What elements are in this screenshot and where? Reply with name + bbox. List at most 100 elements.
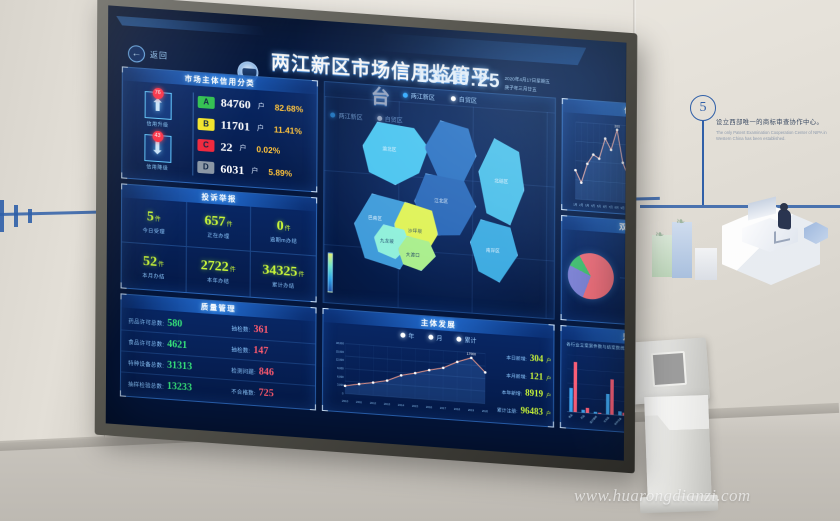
growth-tab-year[interactable]: 年 (400, 331, 414, 341)
credit-value-c: 22 (220, 139, 233, 155)
complaint-panel: 投诉举报 5件 今日受理 657件 正在办理 0件 逾期m办结 (120, 183, 318, 303)
credit-upgrade-badge: 76 (152, 87, 164, 100)
svg-text:2018: 2018 (454, 407, 461, 411)
map-districts: 渝北区 江北区 北碚区 南岸区 (350, 106, 533, 309)
credit-unit-c: 户 (239, 145, 247, 153)
svg-text:医疗器械: 医疗器械 (589, 414, 599, 424)
row-label-2: 抽检数: (231, 325, 251, 334)
svg-text:5月: 5月 (597, 204, 601, 208)
growth-tab-month[interactable]: 月 (428, 333, 442, 343)
credit-row-b[interactable]: B 11701 户 11.41% (197, 116, 309, 139)
credit-icon-group: ⬆ 76 信用升级 ⬇ 43 信用降级 (126, 86, 189, 177)
grade-badge-b: B (197, 117, 215, 131)
map-district-label-7: 九龙坡 (379, 238, 395, 245)
infographic-text-en: The only Patent Examination Cooperation … (716, 130, 827, 142)
svg-text:9,000: 9,000 (337, 366, 344, 371)
growth-tab-total[interactable]: 累计 (456, 335, 476, 345)
growth-stat-row: 本年新增: 8919 户 (491, 385, 552, 400)
credit-downgrade-stat[interactable]: ⬇ 43 信用降级 (143, 130, 172, 172)
radio-dot-icon-3 (456, 336, 462, 342)
metric-value: 5 (146, 208, 154, 225)
row-label-2: 检测问题: (231, 367, 256, 376)
metric-value: 657 (204, 212, 226, 230)
row-value-2: 846 (258, 365, 274, 378)
svg-text:4月: 4月 (591, 204, 595, 208)
map-tab-liangjiang[interactable]: 两江新区 (402, 91, 435, 102)
trend-line-chart: 3001月2月3月4月5月6月7月8月9月10月11月12月 (565, 115, 627, 213)
growth-stat-value: 8919 (525, 387, 544, 400)
metric-cell[interactable]: 34325件 累计办结 (251, 252, 316, 302)
kiosk-screen[interactable] (650, 350, 688, 388)
metric-cell[interactable]: 0件 逾期m办结 (251, 206, 317, 257)
svg-text:2014: 2014 (398, 403, 405, 407)
divider (192, 92, 194, 176)
svg-text:300: 300 (614, 124, 620, 128)
map-district-label-6: 沙坪坝 (408, 228, 423, 235)
pie-chart-wrap (562, 229, 621, 323)
svg-text:6,000: 6,000 (337, 374, 344, 379)
quality-row-list: 药品许可总数: 580 抽检数: 361 食品许可总数: 4621 抽检数: 147 特… (121, 307, 316, 409)
map-tab-freetrade[interactable]: 自贸区 (450, 94, 477, 105)
growth-stat-list: 本日新增: 304 户 本月新增: 121 户 本年新增: (491, 346, 553, 421)
credit-row-a[interactable]: A 84760 户 82.68% (197, 94, 309, 117)
svg-text:7月: 7月 (609, 205, 613, 209)
metric-label: 逾期m办结 (270, 236, 298, 245)
wall-tick-1 (0, 200, 4, 232)
plant-icon: ❧ (655, 229, 665, 241)
map-district-0[interactable] (362, 121, 428, 188)
row-label-2: 不合格数: (231, 389, 256, 398)
back-button[interactable]: ← 返回 (127, 44, 169, 65)
growth-stat-row: 累计注册: 96483 户 (491, 403, 551, 417)
svg-text:2012: 2012 (370, 401, 377, 405)
credit-upgrade-label: 信用升级 (146, 120, 169, 129)
credit-unit-b: 户 (256, 124, 264, 133)
map-district-label-2: 江北区 (434, 197, 449, 204)
metric-label: 正在办理 (207, 232, 230, 240)
svg-text:18,000: 18,000 (336, 341, 345, 346)
growth-body: 17900 2010 2011 2012 2013 2014 2015 2016 2017 201… (323, 334, 553, 422)
metric-cell[interactable]: 5件 今日受理 (121, 197, 187, 248)
infographic-person-head (780, 203, 788, 211)
growth-stat-label: 本年新增: (501, 391, 523, 398)
credit-warning-panel: 信用预警 3001月2月3月4月5月6月7月8月9月10月11月12月 预警企业… (561, 98, 627, 222)
row-label: 抽样检验总数: (127, 381, 164, 391)
metric-value: 34325 (262, 262, 298, 281)
watermark: www.huarongdianzi.com (574, 486, 751, 505)
credit-upgrade-stat[interactable]: ⬆ 76 信用升级 (144, 87, 172, 129)
growth-stat-row: 本月新增: 121 户 (491, 368, 551, 382)
metric-cell[interactable]: 52件 本月办结 (121, 242, 187, 293)
metric-unit: 件 (284, 225, 291, 233)
row-value-2: 725 (258, 387, 274, 400)
svg-text:2月: 2月 (579, 203, 583, 207)
radio-dot-icon (402, 92, 408, 98)
svg-text:特种设备: 特种设备 (613, 416, 623, 426)
wall-accent-line-right (640, 205, 840, 208)
metric-cell[interactable]: 2722件 本年办结 (186, 247, 252, 297)
dashboard: ← 返回 两江新区市场信用监管平台 两江新区 (105, 5, 627, 461)
row-label-2: 抽检数: (231, 346, 251, 355)
infographic-person (778, 208, 791, 230)
growth-stat-unit: 户 (545, 411, 552, 418)
svg-text:2019: 2019 (468, 408, 475, 412)
radio-dot-icon-2 (450, 96, 456, 102)
radio-dot-icon (400, 332, 406, 338)
svg-text:6月: 6月 (603, 205, 607, 209)
metric-cell[interactable]: 657件 正在办理 (186, 202, 252, 252)
credit-classification-panel: 市场主体信用分类 ⬆ 76 信用升级 ⬇ 43 信用降级 (121, 66, 318, 193)
random-inspection-panel: 双随机抽查 93户 抽查任务 598户 已抽查 (560, 215, 627, 332)
credit-row-d[interactable]: D 6031 户 5.89% (197, 159, 308, 182)
svg-text:化妆品: 化妆品 (602, 415, 610, 423)
credit-row-c[interactable]: C 22 户 0.02% (197, 138, 308, 161)
kiosk-notch (644, 395, 709, 431)
region-map-panel[interactable]: 两江新区 自贸区 渝北区 (322, 80, 556, 320)
map-district-label-5: 巴南区 (368, 215, 383, 222)
map-canvas[interactable]: 渝北区 江北区 北碚区 南岸区 (323, 95, 555, 319)
back-button-label: 返回 (149, 50, 169, 61)
credit-pct-d: 5.89% (268, 167, 293, 179)
svg-text:15,000: 15,000 (336, 349, 345, 354)
credit-grade-list: A 84760 户 82.68% B 11701 户 11.41% (197, 91, 313, 186)
enforcement-panel: 监管执法 立案件数 结案件数 各行业立案案件数与结案数统计 1007550250… (559, 325, 627, 440)
row-value-2: 361 (253, 323, 269, 336)
metric-value: 52 (143, 253, 158, 270)
